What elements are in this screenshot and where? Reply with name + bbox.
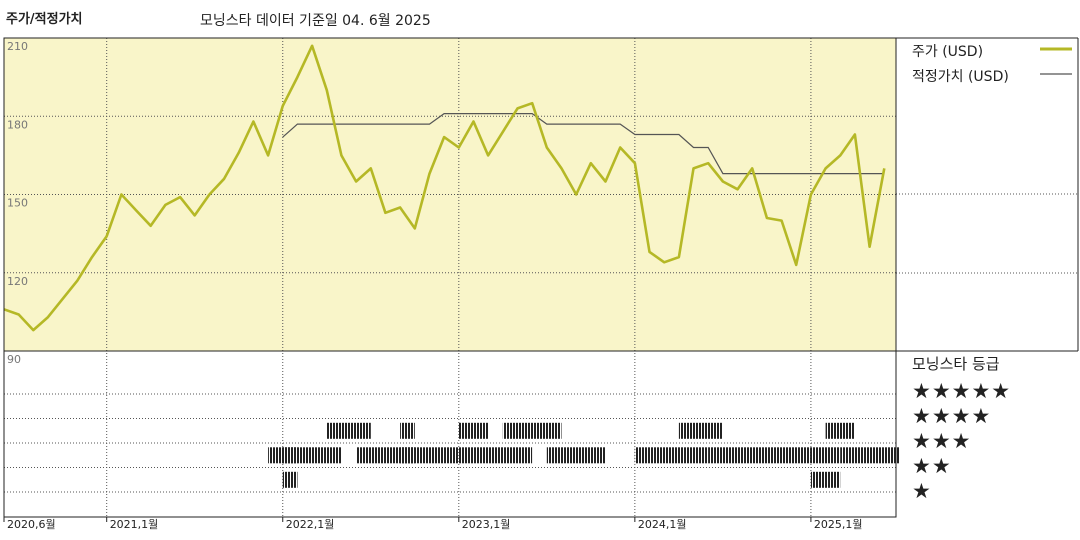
rating-bar: [546, 447, 606, 464]
rating-bar: [840, 447, 899, 464]
legend-price-label: 주가 (USD): [912, 44, 984, 60]
rating-bar: [282, 447, 342, 464]
price-plot-background: [4, 38, 896, 351]
y-axis-ticks: 90 120 150 180 210: [7, 40, 28, 366]
rating-bar: [722, 447, 811, 464]
y-tick-label: 150: [7, 197, 28, 210]
rating-bar: [458, 422, 489, 439]
legend-fair-value-label: 적정가치 (USD): [912, 69, 1009, 85]
rating-bar: [708, 447, 723, 464]
y-tick-label: 210: [7, 40, 28, 53]
rating-bar: [502, 422, 562, 439]
rating-bar: [400, 447, 489, 464]
rating-row-5-stars: ★★★★★: [912, 379, 1012, 403]
x-tick-label: 2022,1월: [286, 518, 335, 531]
rating-bar: [634, 447, 709, 464]
fair-value-series: [282, 112, 885, 175]
x-tick-label: 2023,1월: [462, 518, 511, 531]
chart-title: 주가/적정가치: [6, 12, 83, 27]
price-line: [3, 44, 886, 332]
rating-bar: [678, 422, 723, 439]
legend-price: 주가 (USD): [912, 41, 983, 61]
rating-bar: [400, 422, 415, 439]
x-tick-label: 2025,1월: [814, 518, 863, 531]
fair-value-line: [282, 112, 885, 175]
rating-bar: [810, 447, 841, 464]
rating-row-1-star: ★: [912, 479, 932, 503]
rating-row-4-stars: ★★★★: [912, 404, 992, 428]
data-date-subtitle: 모닝스타 데이터 기준일 04. 6월 2025: [200, 13, 431, 29]
y-tick-label: 120: [7, 275, 28, 288]
rating-bar: [326, 422, 371, 439]
price-series: [3, 44, 886, 332]
plot-frame: [3, 37, 897, 518]
legend-fair-value: 적정가치 (USD): [912, 66, 1009, 86]
y-tick-label: 90: [7, 353, 21, 366]
rating-row-3-stars: ★★★: [912, 429, 972, 453]
x-tick-label: 2024,1월: [638, 518, 687, 531]
rating-history-bars: [268, 422, 899, 488]
rating-panel-title: 모닝스타 등급: [912, 355, 1000, 373]
rating-bar: [810, 471, 841, 488]
x-axis-ticks: 2020,6월 2021,1월 2022,1월 2023,1월 2024,1월 2025,…: [3, 517, 863, 531]
rating-bar: [825, 422, 855, 439]
x-tick-label: 2020,6월: [7, 518, 56, 531]
x-tick-label: 2021,1월: [110, 518, 159, 531]
rating-row-2-stars: ★★: [912, 454, 952, 478]
y-tick-label: 180: [7, 118, 28, 131]
rating-bar: [282, 471, 298, 488]
rating-bar: [488, 447, 533, 464]
